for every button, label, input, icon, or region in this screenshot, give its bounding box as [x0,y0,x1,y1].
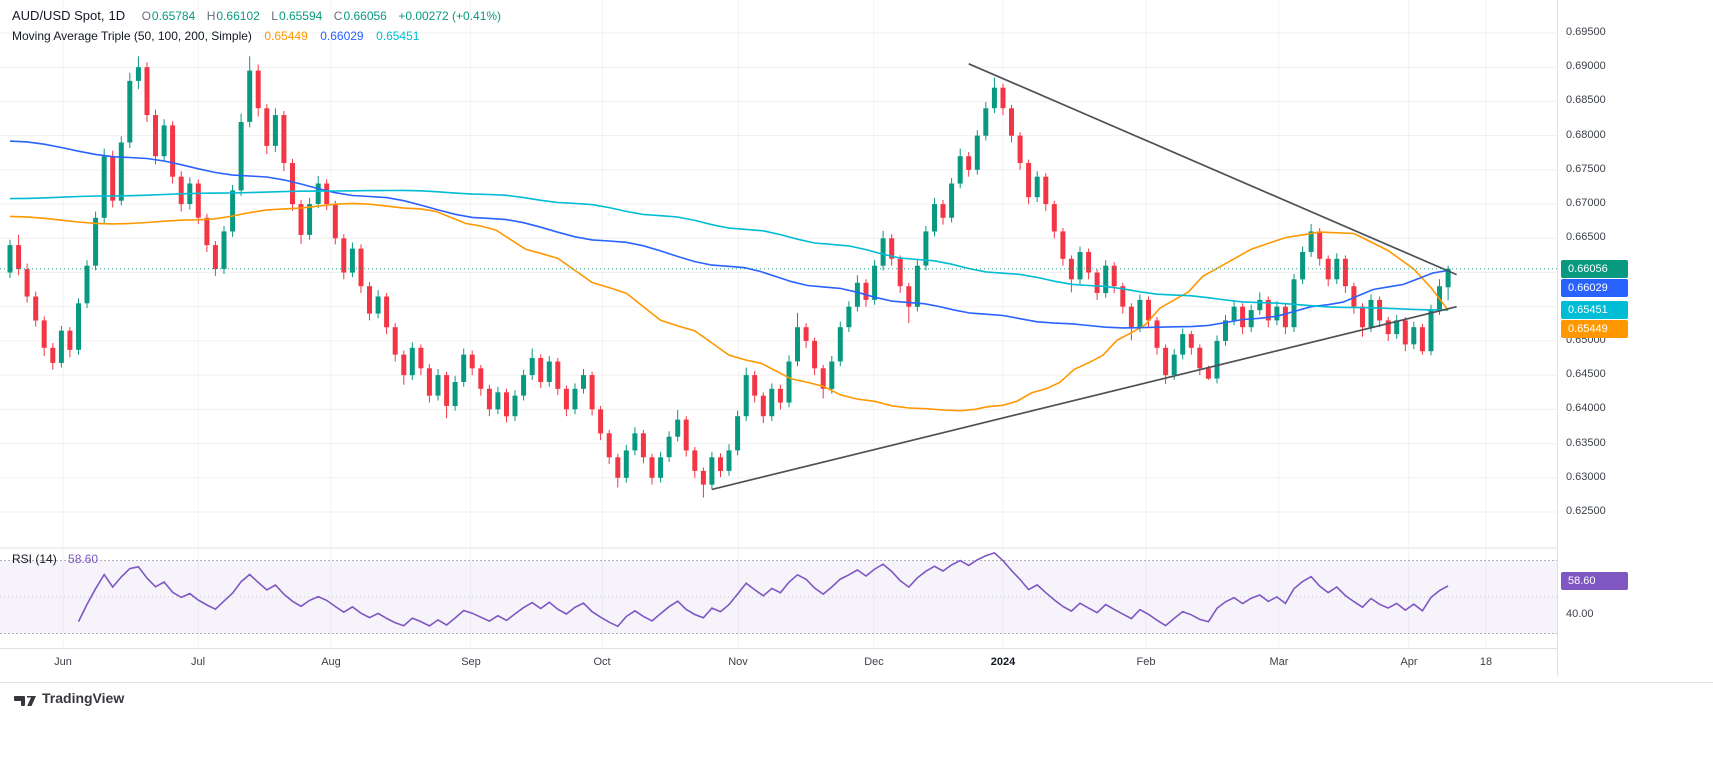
sma200-value: 0.65451 [376,29,420,43]
indicator-title[interactable]: Moving Average Triple (50, 100, 200, Sim… [12,29,252,43]
time-axis-label: Aug [321,656,341,668]
price-tick-label: 0.62500 [1566,505,1606,517]
price-tick-label: 0.69000 [1566,60,1606,72]
rsi-line [77,551,1449,628]
price-tick-label: 0.67000 [1566,197,1606,209]
ohlc-high-label: H [206,9,216,23]
ohlc-open-label: O [141,9,151,23]
change-value: +0.00272 (+0.41%) [398,9,502,23]
time-axis-label: Sep [461,656,481,668]
time-axis-label: Dec [864,656,884,668]
legend-main: AUD/USD Spot, 1D O0.65784 H0.66102 L0.655… [12,6,501,46]
price-tick-label: 0.66500 [1566,231,1606,243]
ascending-support [711,305,1457,491]
tradingview-logo-icon [14,695,36,706]
price-axis-badge: 0.66029 [1561,279,1628,297]
chart-plot-area[interactable]: AUD/USD Spot, 1D O0.65784 H0.66102 L0.655… [0,0,1557,648]
time-axis-label: Jun [54,656,72,668]
sma-100-line [9,140,1449,329]
rsi-axis-badge: 58.60 [1561,572,1628,590]
price-axis-badge: 0.65449 [1561,320,1628,338]
ohlc-low-label: L [271,9,278,23]
time-axis-label: 18 [1479,656,1493,668]
rsi-value: 58.60 [68,552,99,566]
ohlc-close-label: C [333,9,343,23]
ohlc-low-value: 0.65594 [278,9,323,23]
time-axis-label: Mar [1269,656,1289,668]
time-axis[interactable]: Jun Jul Aug Sep Oct Nov Dec 2024 Feb Mar Apr 18 [0,648,1557,677]
time-axis-label: Apr [1400,656,1418,668]
time-axis-label: Nov [728,656,748,668]
chart-canvas[interactable] [0,0,1557,648]
tradingview-logo-link[interactable]: TradingView [14,690,124,706]
price-axis-badge: 0.66056 [1561,260,1628,278]
symbol-title[interactable]: AUD/USD Spot, [12,8,105,23]
price-tick-label: 0.63000 [1566,471,1606,483]
price-tick-label: 0.69500 [1566,26,1606,38]
ohlc-open-value: 0.65784 [151,9,196,23]
time-axis-label: Jul [190,656,206,668]
footer-bar: TradingView [0,682,1713,715]
sma-200-line [9,189,1449,311]
sma100-value: 0.66029 [320,29,364,43]
grid-lines [0,0,1557,648]
price-tick-label: 0.68500 [1566,94,1606,106]
price-axis-badge: 0.65451 [1561,301,1628,319]
price-tick-label: 0.68000 [1566,129,1606,141]
rsi-tick-label: 40.00 [1566,608,1594,620]
time-axis-label: Feb [1136,656,1156,668]
price-tick-label: 0.67500 [1566,163,1606,175]
indicator-legend-row: Moving Average Triple (50, 100, 200, Sim… [12,26,501,46]
descending-resistance [968,63,1457,276]
candles [7,56,1451,498]
sma-50-line [9,202,1449,412]
sma50-value: 0.65449 [264,29,308,43]
interval-label: 1D [108,8,126,23]
tradingview-logo-text: TradingView [42,690,125,706]
time-axis-label: Oct [593,656,611,668]
ohlc-close-value: 0.66056 [343,9,387,23]
price-tick-label: 0.64000 [1566,402,1606,414]
ohlc-high-value: 0.66102 [216,9,260,23]
price-axis[interactable]: 0.69500 0.69000 0.68500 0.68000 0.67500 0.670… [1557,0,1713,676]
price-tick-label: 0.63500 [1566,437,1606,449]
rsi-legend: RSI (14) 58.60 [12,552,98,566]
time-axis-label: 2024 [990,656,1016,668]
price-tick-label: 0.64500 [1566,368,1606,380]
rsi-band [0,560,1557,634]
rsi-title[interactable]: RSI (14) [12,552,57,566]
trendlines[interactable] [711,63,1457,491]
symbol-legend-row: AUD/USD Spot, 1D O0.65784 H0.66102 L0.655… [12,6,501,26]
